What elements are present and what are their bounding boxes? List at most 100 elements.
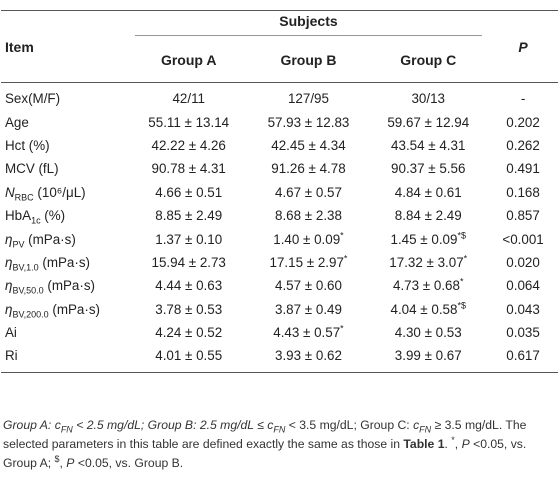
item-unit: (mPa·s) [43, 278, 95, 294]
group-c-value: 8.84 ± 2.49 [368, 204, 488, 227]
footnote-p-2: P [66, 456, 75, 470]
row-item-label: ηPV (mPa·s) [1, 227, 129, 250]
group-b-value-text: 127/95 [287, 91, 329, 107]
footnote-text-3: < 3.5 mg/dL; Group C: [285, 418, 414, 432]
group-c-value: 43.54 ± 4.31 [368, 134, 488, 157]
p-value: 0.043 [506, 301, 540, 317]
group-b-value-text: 4.43 ± 0.57 [273, 325, 341, 341]
group-c-value: 4.04 ± 0.58*$ [368, 298, 488, 321]
group-a-value-text: 90.78 ± 4.31 [151, 161, 226, 177]
p-value: 0.857 [506, 208, 540, 224]
row-item-label: HbA1c (%) [1, 204, 129, 227]
p-column-header: P [518, 38, 528, 55]
group-a-header: Group A [160, 51, 217, 68]
group-a-value: 15.94 ± 2.73 [129, 251, 249, 274]
significance-marker: * [340, 230, 344, 241]
item-text: Age [5, 114, 29, 130]
item-subscript: BV,50.0 [12, 285, 44, 296]
p-value: - [520, 91, 526, 107]
row-item-label: ηBV,50.0 (mPa·s) [1, 274, 129, 297]
table-footnote: Group A: cFN < 2.5 mg/dL; Group B: 2.5 m… [3, 416, 555, 473]
item-symbol: η [5, 301, 13, 317]
p-value: 0.262 [506, 137, 540, 153]
group-c-value: 30/13 [368, 83, 488, 111]
group-c-value: 17.32 ± 3.07* [368, 251, 488, 274]
group-c-value-text: 4.30 ± 0.53 [394, 325, 462, 341]
group-b-value: 57.93 ± 12.83 [249, 110, 369, 133]
item-unit: (mPa·s) [24, 231, 76, 247]
group-c-value-text: 4.73 ± 0.68 [393, 278, 460, 294]
table-row: NRBC (10⁶/μL) 4.66 ± 0.51 4.67 ± 0.57 4.84 … [1, 181, 558, 204]
group-a-value-text: 4.01 ± 0.55 [155, 348, 223, 364]
group-c-value: 90.37 ± 5.56 [368, 157, 488, 180]
item-text: MCV (fL) [5, 161, 59, 177]
table-row: Sex(M/F) 42/11 127/95 30/13 - [1, 83, 558, 111]
subjects-header: Subjects [129, 11, 488, 38]
footnote-table-ref[interactable]: Table 1 [403, 437, 445, 451]
data-table: Item Subjects P Group A Group B Group C … [1, 10, 558, 373]
group-b-value: 8.68 ± 2.38 [249, 204, 369, 227]
item-symbol: η [5, 231, 13, 247]
group-b-value-text: 4.67 ± 0.57 [275, 184, 342, 200]
group-a-value: 4.44 ± 0.63 [129, 274, 249, 297]
group-a-value: 42/11 [129, 83, 249, 111]
group-b-value: 3.87 ± 0.49 [249, 298, 369, 321]
data-table-wrapper: Item Subjects P Group A Group B Group C … [0, 10, 559, 373]
table-row: Ai 4.24 ± 0.52 4.43 ± 0.57* 4.30 ± 0.53 0.03… [1, 321, 558, 344]
group-b-value-text: 17.15 ± 2.97 [269, 254, 344, 270]
footnote-c-3: c [413, 418, 420, 432]
group-a-value: 90.78 ± 4.31 [129, 157, 249, 180]
item-unit: (mPa·s) [48, 301, 100, 317]
footnote-star: * [451, 434, 455, 445]
row-item-label: NRBC (10⁶/μL) [1, 181, 129, 204]
group-c-value-text: 30/13 [411, 91, 445, 107]
footnote-text-8: , [59, 456, 67, 470]
p-value: 0.491 [506, 161, 540, 177]
footnote-c-2: c [267, 418, 274, 432]
group-b-value-text: 3.93 ± 0.62 [275, 348, 342, 364]
table-row: ηPV (mPa·s) 1.37 ± 0.10 1.40 ± 0.09* 1.45 ±… [1, 227, 558, 250]
significance-marker: * [343, 253, 348, 264]
item-symbol: N [5, 184, 15, 200]
group-c-value: 59.67 ± 12.94 [368, 110, 488, 133]
footnote-sub-3: FN [419, 424, 432, 435]
item-text: Sex(M/F) [5, 91, 61, 107]
group-a-value: 55.11 ± 13.14 [129, 110, 249, 133]
item-text: Ri [5, 348, 18, 364]
significance-marker: *$ [457, 230, 466, 241]
table-row: Hct (%) 42.22 ± 4.26 42.45 ± 4.34 43.54 ± 4… [1, 134, 558, 157]
footnote-text-6: , [454, 437, 462, 451]
group-b-value-text: 1.40 ± 0.09 [273, 231, 341, 247]
item-subscript: RBC [14, 192, 34, 203]
group-c-value: 4.84 ± 0.61 [368, 181, 488, 204]
table-row: ηBV,1.0 (mPa·s) 15.94 ± 2.73 17.15 ± 2.97*… [1, 251, 558, 274]
table-row: Ri 4.01 ± 0.55 3.93 ± 0.62 3.99 ± 0.67 0.617 [1, 344, 558, 373]
group-b-header: Group B [280, 51, 337, 68]
group-c-value: 3.99 ± 0.67 [368, 344, 488, 372]
group-b-value-text: 8.68 ± 2.38 [275, 208, 342, 224]
p-value: <0.001 [502, 231, 544, 247]
row-item-label: Ai [1, 321, 129, 344]
group-b-value: 42.45 ± 4.34 [249, 134, 369, 157]
footnote-dollar: $ [54, 453, 60, 464]
item-unit: (%) [40, 208, 66, 224]
footnote-sub-2: FN [273, 424, 286, 435]
group-b-value-text: 4.57 ± 0.60 [275, 278, 342, 294]
p-value: 0.064 [506, 278, 540, 294]
row-item-label: Sex(M/F) [1, 83, 129, 111]
significance-marker: *$ [457, 300, 466, 311]
item-unit: (10⁶/μL) [33, 184, 86, 200]
row-item-label: Hct (%) [1, 134, 129, 157]
group-a-value-text: 4.66 ± 0.51 [155, 184, 223, 200]
group-a-value: 3.78 ± 0.53 [129, 298, 249, 321]
group-a-value: 8.85 ± 2.49 [129, 204, 249, 227]
item-subscript: BV,200.0 [12, 309, 49, 320]
group-b-value-text: 91.26 ± 4.78 [271, 161, 346, 177]
group-b-value: 17.15 ± 2.97* [249, 251, 369, 274]
group-c-value-text: 59.67 ± 12.94 [387, 114, 470, 130]
group-c-value: 1.45 ± 0.09*$ [368, 227, 488, 250]
group-c-value-text: 4.04 ± 0.58 [390, 301, 458, 317]
group-c-value-text: 4.84 ± 0.61 [394, 184, 462, 200]
group-a-value-text: 42/11 [172, 91, 205, 107]
item-column-header: Item [5, 38, 34, 55]
